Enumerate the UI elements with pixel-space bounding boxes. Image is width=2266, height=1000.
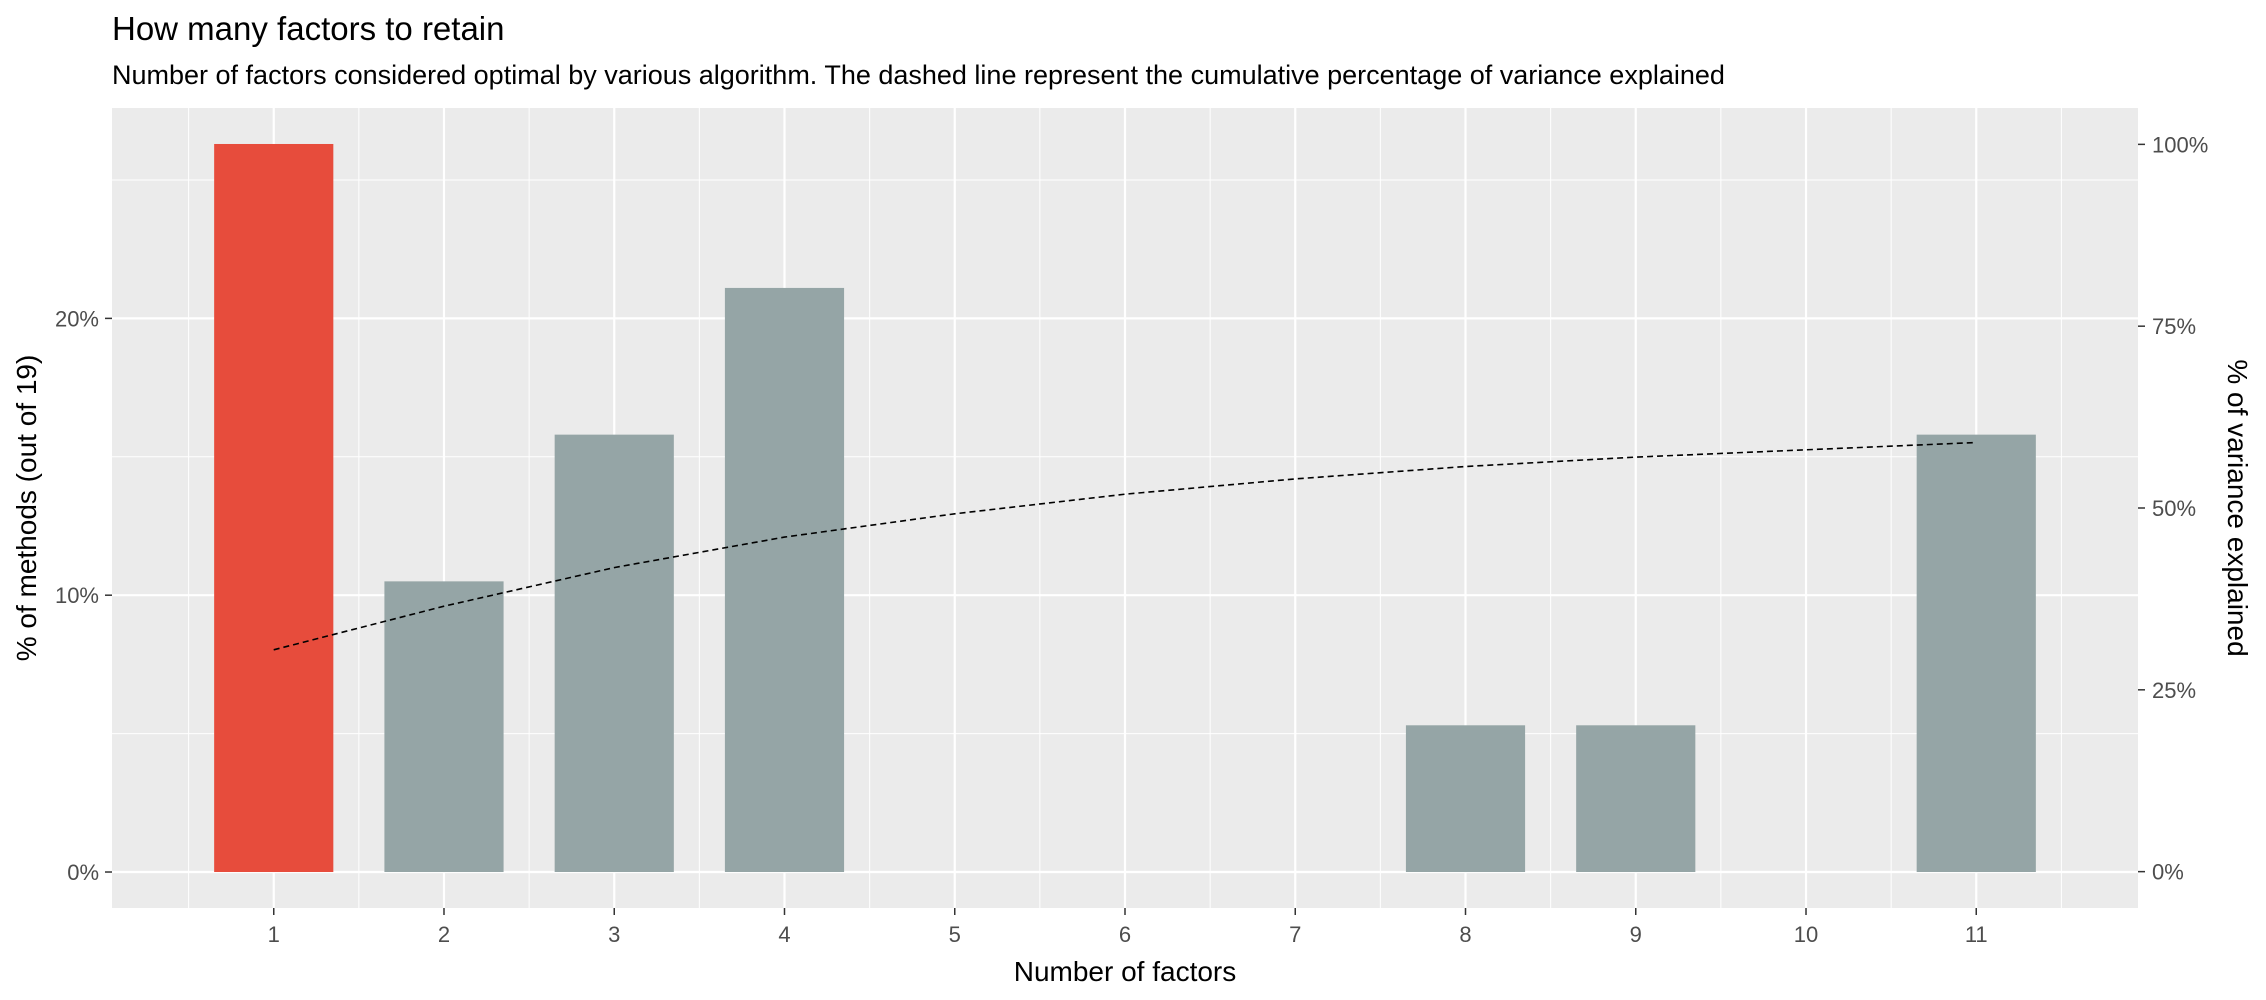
bar-4	[724, 287, 845, 873]
x-tick-label: 11	[1965, 922, 1988, 947]
y2-tick-label: 50%	[2152, 496, 2196, 521]
bar-3	[554, 434, 674, 873]
bar-9	[1576, 725, 1696, 873]
bar-1	[214, 143, 334, 873]
y-tick-label: 10%	[55, 583, 99, 608]
variance-line	[273, 441, 1977, 651]
chart-title: How many factors to retain	[112, 10, 505, 47]
x-tick-label: 9	[1630, 922, 1642, 947]
y-tick-label: 20%	[55, 306, 99, 331]
bar-8	[1405, 725, 1526, 873]
x-tick-label: 5	[949, 922, 961, 947]
x-tick-label: 4	[778, 922, 790, 947]
y2-tick-label: 25%	[2152, 678, 2196, 703]
y-axis-label: % of methods (out of 19)	[11, 355, 42, 662]
x-tick-label: 6	[1119, 922, 1131, 947]
x-tick-label: 8	[1459, 922, 1471, 947]
bar-2	[384, 581, 504, 873]
y2-tick-label: 75%	[2152, 314, 2196, 339]
x-tick-label: 3	[608, 922, 620, 947]
y2-tick-label: 0%	[2152, 860, 2184, 885]
y2-tick-label: 100%	[2152, 132, 2208, 157]
x-tick-label: 7	[1289, 922, 1301, 947]
bar-11	[1916, 434, 2036, 873]
y2-axis-label: % of variance explained	[2222, 359, 2253, 656]
x-axis-label: Number of factors	[1014, 956, 1237, 987]
y-tick-label: 0%	[67, 860, 99, 885]
x-tick-label: 1	[268, 922, 280, 947]
x-tick-label: 10	[1794, 922, 1818, 947]
x-tick-label: 2	[438, 922, 450, 947]
chart-subtitle: Number of factors considered optimal by …	[112, 60, 1725, 90]
